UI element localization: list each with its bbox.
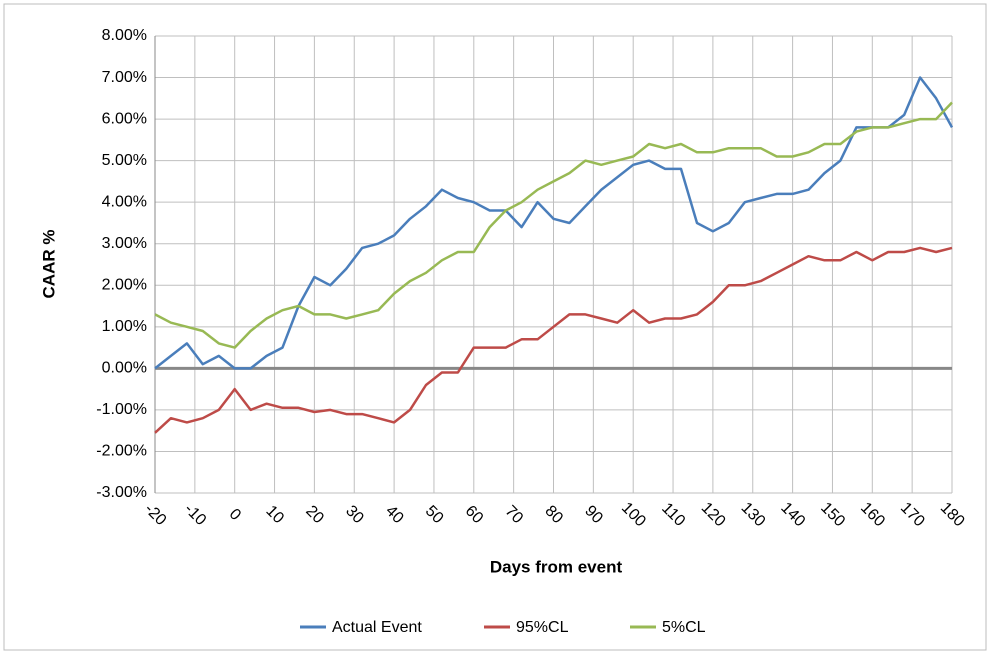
y-tick-label: 4.00% <box>102 193 147 210</box>
y-tick-label: 5.00% <box>102 152 147 169</box>
y-tick-label: 2.00% <box>102 276 147 293</box>
y-tick-label: 7.00% <box>102 69 147 86</box>
y-tick-label: -1.00% <box>96 401 147 418</box>
legend-label: 5%CL <box>662 619 706 636</box>
legend-label: Actual Event <box>332 619 422 636</box>
y-tick-label: 0.00% <box>102 360 147 377</box>
series-line <box>154 246 953 434</box>
y-tick-label: -2.00% <box>96 443 147 460</box>
y-tick-label: 3.00% <box>102 235 147 252</box>
y-tick-label: -3.00% <box>96 484 147 501</box>
y-tick-label: 1.00% <box>102 318 147 335</box>
legend-label: 95%CL <box>516 619 569 636</box>
y-axis-title: CAAR % <box>39 230 58 299</box>
y-tick-label: 8.00% <box>102 27 147 44</box>
series-line <box>154 76 954 370</box>
y-tick-label: 6.00% <box>102 110 147 127</box>
x-axis-title: Days from event <box>490 557 623 576</box>
series-line <box>154 101 953 349</box>
